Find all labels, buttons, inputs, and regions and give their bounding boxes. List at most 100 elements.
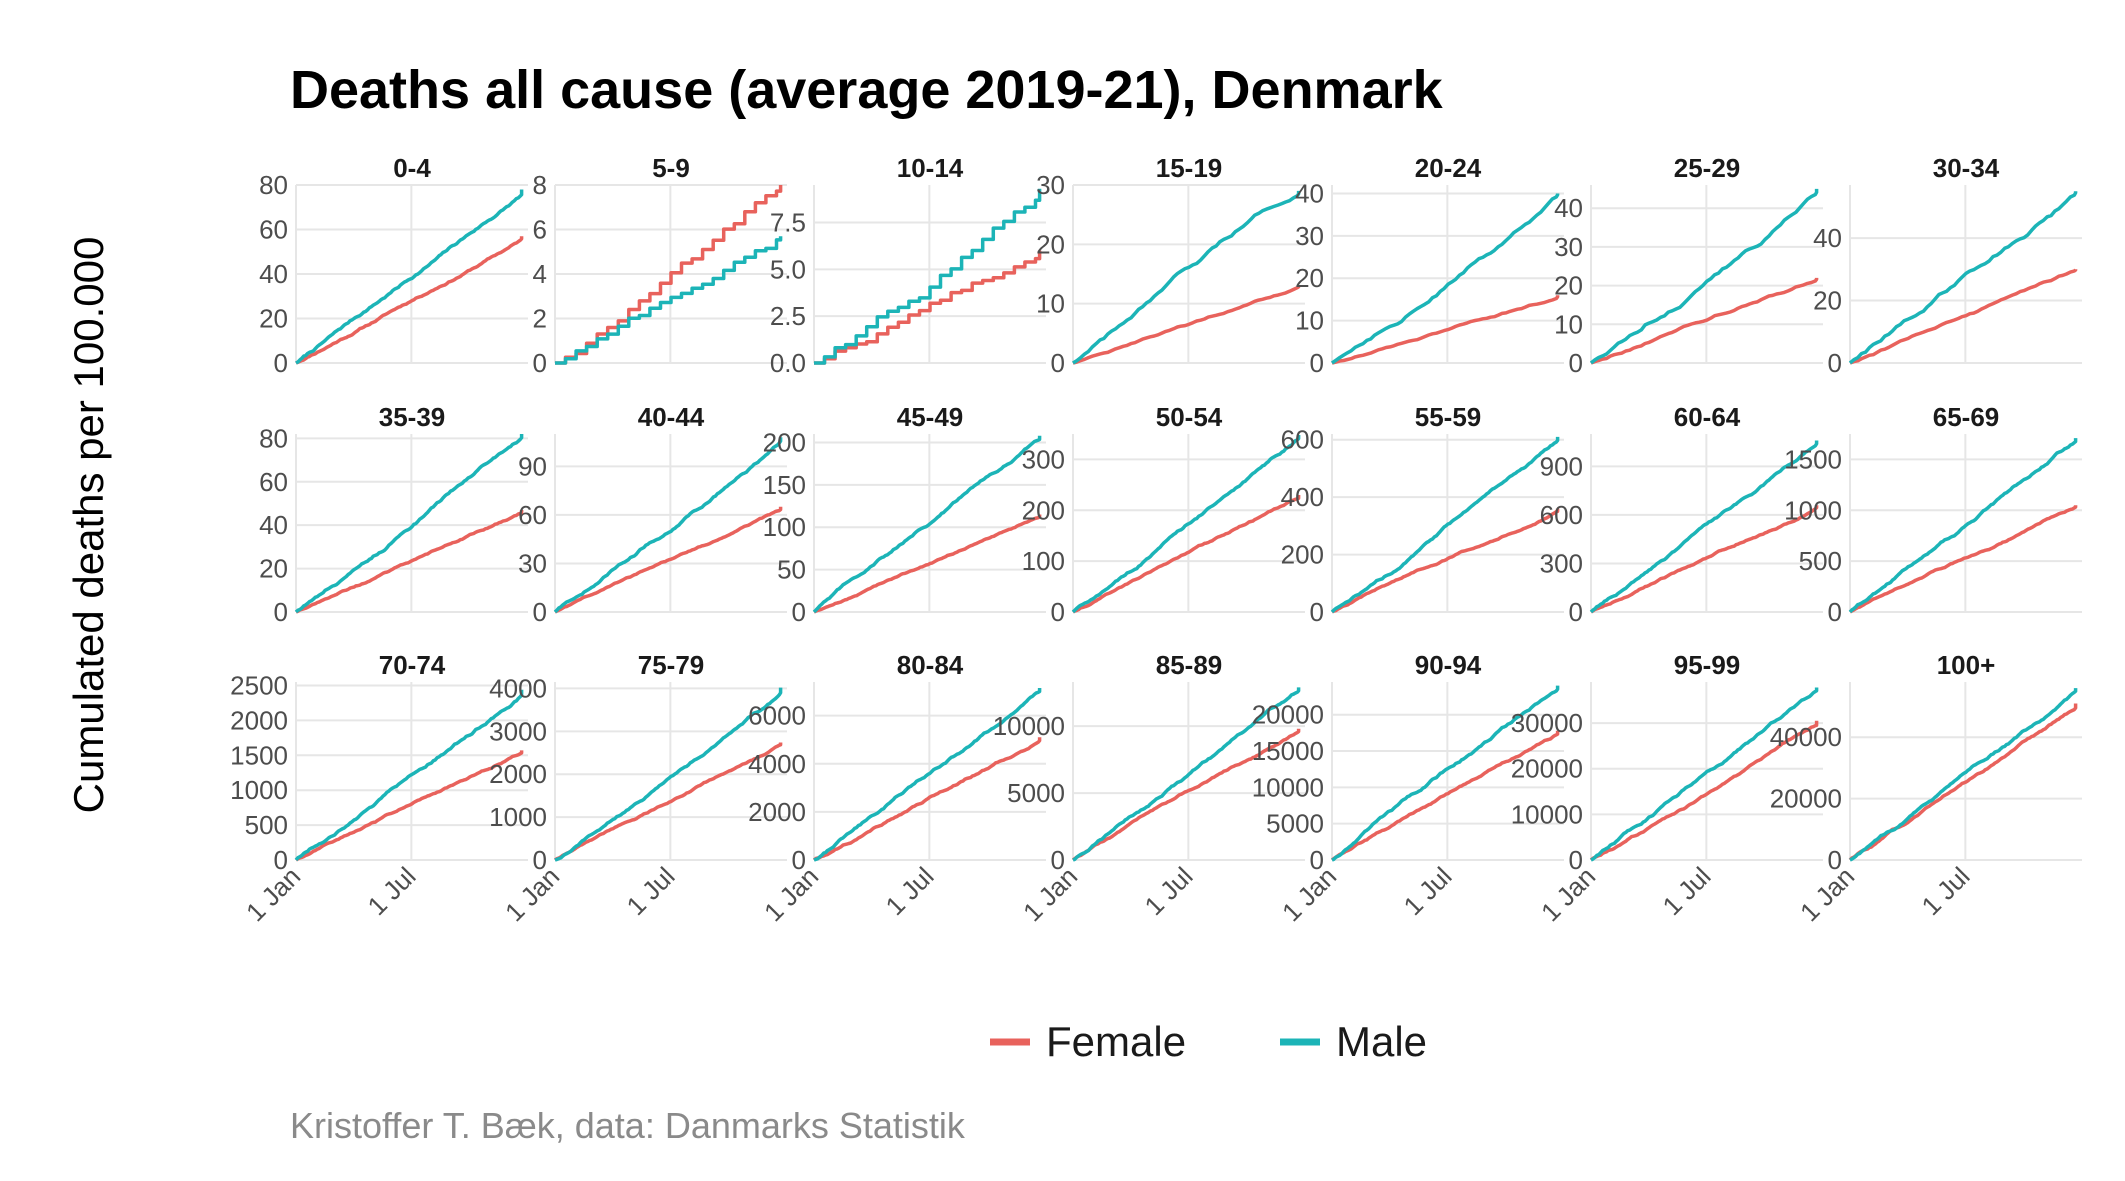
facet-label: 5-9 xyxy=(652,153,690,183)
y-tick-label: 0.0 xyxy=(770,348,806,378)
y-tick-label: 200 xyxy=(1281,540,1324,570)
female-series-line xyxy=(1849,268,2078,365)
y-tick-label: 20000 xyxy=(1511,754,1583,784)
facet-label: 75-79 xyxy=(638,650,705,680)
facet-panel-65-69: 0 500 1000 1500 65-69 xyxy=(1784,402,2082,627)
male-series-line xyxy=(295,188,524,365)
y-tick-label: 0 xyxy=(1310,597,1324,627)
y-tick-label: 40 xyxy=(1295,178,1324,208)
facet-panel-25-29: 0 10 20 30 40 25-29 xyxy=(1554,153,1823,378)
facet-panel-0-4: 0 20 40 60 80 0-4 xyxy=(259,153,528,378)
facet-panel-5-9: 0 2 4 6 8 5-9 xyxy=(533,153,787,378)
legend: Female Male xyxy=(990,1018,1427,1065)
y-tick-label: 4000 xyxy=(748,749,806,779)
legend-item-male: Male xyxy=(1280,1018,1427,1065)
y-tick-label: 4000 xyxy=(489,673,547,703)
female-series-line xyxy=(1590,277,1819,365)
facet-label: 70-74 xyxy=(379,650,446,680)
y-tick-label: 0 xyxy=(1828,845,1842,875)
y-tick-label: 0 xyxy=(792,597,806,627)
y-tick-label: 100 xyxy=(1022,546,1065,576)
y-tick-label: 400 xyxy=(1281,482,1324,512)
male-series-line xyxy=(1072,686,1301,862)
y-tick-label: 300 xyxy=(1540,548,1583,578)
facet-panel-45-49: 0 50 100 150 200 45-49 xyxy=(763,402,1046,627)
facet-label: 95-99 xyxy=(1674,650,1741,680)
y-tick-label: 600 xyxy=(1540,500,1583,530)
y-tick-label: 40000 xyxy=(1770,722,1842,752)
male-series-line xyxy=(294,432,524,614)
female-series-line xyxy=(1072,494,1301,614)
y-tick-label: 1000 xyxy=(1784,495,1842,525)
male-series-line xyxy=(1849,687,2078,862)
y-tick-label: 0 xyxy=(533,597,547,627)
y-tick-label: 50 xyxy=(777,555,806,585)
y-axis-label: Cumulated deaths per 100.000 xyxy=(65,237,112,814)
y-tick-label: 30 xyxy=(1036,170,1065,200)
male-series-line xyxy=(1072,190,1301,365)
female-series-line xyxy=(814,250,1042,365)
y-tick-label: 7.5 xyxy=(770,207,806,237)
y-tick-label: 10000 xyxy=(1252,772,1324,802)
facet-panel-20-24: 0 10 20 30 40 20-24 xyxy=(1295,153,1564,378)
y-tick-label: 10000 xyxy=(1511,799,1583,829)
facet-label: 25-29 xyxy=(1674,153,1741,183)
female-series-line xyxy=(554,741,783,862)
y-tick-label: 20000 xyxy=(1770,784,1842,814)
y-tick-label: 0 xyxy=(1569,845,1583,875)
facet-label: 80-84 xyxy=(897,650,964,680)
male-series-line xyxy=(553,436,783,614)
x-tick-label: 1 Jul xyxy=(1139,861,1199,921)
facet-label: 0-4 xyxy=(393,153,431,183)
y-tick-label: 15000 xyxy=(1252,736,1324,766)
y-tick-label: 10 xyxy=(1036,289,1065,319)
male-series-line xyxy=(294,689,524,862)
facet-label: 15-19 xyxy=(1156,153,1223,183)
male-series-line xyxy=(1331,193,1560,365)
y-tick-label: 80 xyxy=(259,423,288,453)
y-tick-label: 5.0 xyxy=(770,254,806,284)
x-tick-label: 1 Jul xyxy=(362,861,422,921)
y-tick-label: 1500 xyxy=(230,740,288,770)
facet-panel-55-59: 0 200 400 600 55-59 xyxy=(1281,402,1564,627)
facet-panel-60-64: 0 300 600 900 60-64 xyxy=(1540,402,1823,627)
x-tick-label: 1 Jul xyxy=(1657,861,1717,921)
facet-label: 35-39 xyxy=(379,402,446,432)
facet-grid: 0 20 40 60 80 0-4 0 2 4 6 8 5-9 0.0 2.5 5.0 7.5 10-14 0 10… xyxy=(230,153,2082,927)
y-tick-label: 0 xyxy=(1051,845,1065,875)
facet-label: 50-54 xyxy=(1156,402,1223,432)
y-tick-label: 3000 xyxy=(489,716,547,746)
male-series-line xyxy=(1071,434,1301,614)
y-tick-label: 2 xyxy=(533,304,547,334)
y-tick-label: 200 xyxy=(763,427,806,457)
male-series-line xyxy=(1848,438,2078,614)
y-tick-label: 20 xyxy=(1813,286,1842,316)
facet-label: 55-59 xyxy=(1415,402,1482,432)
male-series-line xyxy=(814,188,1042,365)
y-tick-label: 5000 xyxy=(1266,809,1324,839)
y-tick-label: 300 xyxy=(1022,444,1065,474)
facet-panel-35-39: 0 20 40 60 80 35-39 xyxy=(259,402,528,627)
y-tick-label: 2.5 xyxy=(770,301,806,331)
y-tick-label: 40 xyxy=(1554,193,1583,223)
facet-label: 65-69 xyxy=(1933,402,2000,432)
y-tick-label: 10 xyxy=(1295,306,1324,336)
female-series-line xyxy=(1849,504,2078,614)
female-series-line xyxy=(813,513,1042,614)
y-tick-label: 200 xyxy=(1022,495,1065,525)
y-tick-label: 2000 xyxy=(748,797,806,827)
y-tick-label: 900 xyxy=(1540,451,1583,481)
facet-label: 10-14 xyxy=(897,153,964,183)
y-tick-label: 0 xyxy=(792,845,806,875)
y-tick-label: 0 xyxy=(1569,597,1583,627)
y-tick-label: 0 xyxy=(274,597,288,627)
facet-label: 85-89 xyxy=(1156,650,1223,680)
y-tick-label: 10000 xyxy=(993,711,1065,741)
y-tick-label: 40 xyxy=(259,510,288,540)
y-tick-label: 0 xyxy=(1051,597,1065,627)
female-series-line xyxy=(1589,720,1819,862)
y-tick-label: 2000 xyxy=(230,705,288,735)
facet-label: 40-44 xyxy=(638,402,705,432)
